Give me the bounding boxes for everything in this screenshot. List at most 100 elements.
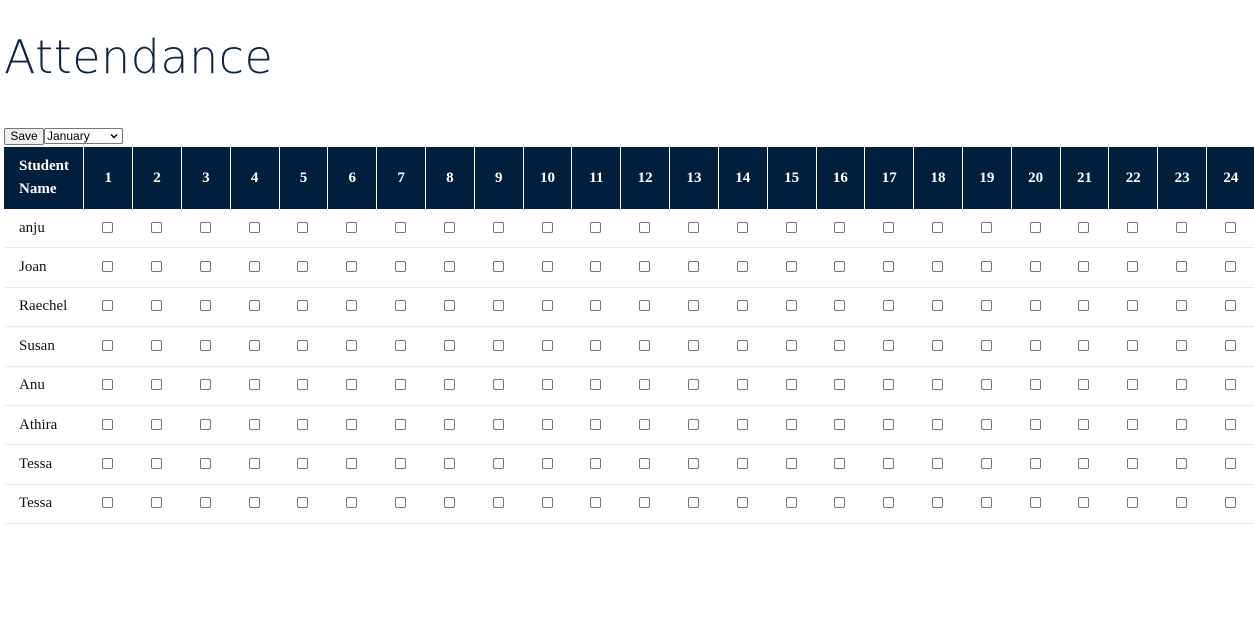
attendance-checkbox[interactable] — [785, 418, 797, 430]
attendance-checkbox[interactable] — [883, 418, 895, 430]
attendance-checkbox[interactable] — [199, 221, 211, 233]
attendance-checkbox[interactable] — [297, 300, 309, 312]
attendance-checkbox[interactable] — [395, 458, 407, 470]
attendance-checkbox[interactable] — [151, 261, 163, 273]
attendance-checkbox[interactable] — [883, 300, 895, 312]
attendance-checkbox[interactable] — [395, 418, 407, 430]
attendance-checkbox[interactable] — [151, 379, 163, 391]
attendance-checkbox[interactable] — [102, 300, 114, 312]
attendance-checkbox[interactable] — [1176, 261, 1188, 273]
attendance-checkbox[interactable] — [443, 497, 455, 509]
attendance-checkbox[interactable] — [199, 497, 211, 509]
attendance-checkbox[interactable] — [1078, 261, 1090, 273]
attendance-checkbox[interactable] — [492, 300, 504, 312]
attendance-checkbox[interactable] — [590, 497, 602, 509]
attendance-checkbox[interactable] — [1029, 339, 1041, 351]
attendance-checkbox[interactable] — [248, 458, 260, 470]
attendance-checkbox[interactable] — [541, 261, 553, 273]
attendance-checkbox[interactable] — [883, 339, 895, 351]
attendance-checkbox[interactable] — [1078, 339, 1090, 351]
attendance-checkbox[interactable] — [736, 497, 748, 509]
attendance-checkbox[interactable] — [639, 300, 651, 312]
attendance-checkbox[interactable] — [151, 221, 163, 233]
attendance-checkbox[interactable] — [492, 458, 504, 470]
attendance-checkbox[interactable] — [151, 339, 163, 351]
attendance-checkbox[interactable] — [785, 339, 797, 351]
attendance-checkbox[interactable] — [980, 379, 992, 391]
attendance-checkbox[interactable] — [395, 300, 407, 312]
attendance-checkbox[interactable] — [443, 379, 455, 391]
attendance-checkbox[interactable] — [248, 221, 260, 233]
attendance-checkbox[interactable] — [687, 300, 699, 312]
attendance-checkbox[interactable] — [346, 261, 358, 273]
attendance-checkbox[interactable] — [687, 261, 699, 273]
attendance-checkbox[interactable] — [1127, 261, 1139, 273]
attendance-checkbox[interactable] — [590, 458, 602, 470]
attendance-checkbox[interactable] — [395, 221, 407, 233]
attendance-checkbox[interactable] — [1176, 418, 1188, 430]
attendance-checkbox[interactable] — [1176, 379, 1188, 391]
attendance-checkbox[interactable] — [199, 379, 211, 391]
attendance-checkbox[interactable] — [687, 497, 699, 509]
attendance-checkbox[interactable] — [443, 300, 455, 312]
attendance-checkbox[interactable] — [346, 418, 358, 430]
month-select[interactable]: January — [44, 128, 123, 144]
attendance-checkbox[interactable] — [590, 418, 602, 430]
attendance-checkbox[interactable] — [785, 379, 797, 391]
attendance-checkbox[interactable] — [541, 300, 553, 312]
attendance-checkbox[interactable] — [785, 221, 797, 233]
attendance-checkbox[interactable] — [1176, 497, 1188, 509]
attendance-checkbox[interactable] — [932, 458, 944, 470]
attendance-checkbox[interactable] — [1078, 418, 1090, 430]
attendance-checkbox[interactable] — [541, 339, 553, 351]
attendance-checkbox[interactable] — [443, 261, 455, 273]
attendance-checkbox[interactable] — [834, 458, 846, 470]
attendance-checkbox[interactable] — [102, 261, 114, 273]
attendance-checkbox[interactable] — [1127, 300, 1139, 312]
attendance-checkbox[interactable] — [1224, 261, 1236, 273]
attendance-checkbox[interactable] — [1127, 418, 1139, 430]
attendance-checkbox[interactable] — [395, 339, 407, 351]
attendance-checkbox[interactable] — [834, 261, 846, 273]
attendance-checkbox[interactable] — [199, 300, 211, 312]
attendance-checkbox[interactable] — [1127, 379, 1139, 391]
attendance-checkbox[interactable] — [834, 379, 846, 391]
attendance-checkbox[interactable] — [1029, 221, 1041, 233]
attendance-checkbox[interactable] — [687, 379, 699, 391]
attendance-checkbox[interactable] — [1224, 497, 1236, 509]
attendance-checkbox[interactable] — [639, 418, 651, 430]
attendance-checkbox[interactable] — [443, 221, 455, 233]
save-button[interactable]: Save — [4, 127, 44, 145]
attendance-checkbox[interactable] — [297, 339, 309, 351]
attendance-checkbox[interactable] — [834, 300, 846, 312]
attendance-checkbox[interactable] — [199, 339, 211, 351]
attendance-checkbox[interactable] — [395, 497, 407, 509]
attendance-checkbox[interactable] — [687, 339, 699, 351]
attendance-checkbox[interactable] — [346, 300, 358, 312]
attendance-checkbox[interactable] — [346, 497, 358, 509]
attendance-checkbox[interactable] — [1127, 339, 1139, 351]
attendance-checkbox[interactable] — [541, 497, 553, 509]
attendance-checkbox[interactable] — [492, 221, 504, 233]
attendance-checkbox[interactable] — [980, 458, 992, 470]
attendance-checkbox[interactable] — [883, 497, 895, 509]
attendance-checkbox[interactable] — [1029, 300, 1041, 312]
attendance-checkbox[interactable] — [980, 300, 992, 312]
attendance-checkbox[interactable] — [1176, 458, 1188, 470]
attendance-checkbox[interactable] — [639, 458, 651, 470]
attendance-checkbox[interactable] — [248, 379, 260, 391]
attendance-checkbox[interactable] — [932, 261, 944, 273]
attendance-checkbox[interactable] — [1127, 221, 1139, 233]
attendance-checkbox[interactable] — [1127, 458, 1139, 470]
attendance-checkbox[interactable] — [199, 458, 211, 470]
attendance-checkbox[interactable] — [687, 418, 699, 430]
attendance-checkbox[interactable] — [590, 379, 602, 391]
attendance-checkbox[interactable] — [1224, 339, 1236, 351]
attendance-checkbox[interactable] — [1078, 221, 1090, 233]
attendance-checkbox[interactable] — [102, 339, 114, 351]
attendance-checkbox[interactable] — [151, 300, 163, 312]
attendance-checkbox[interactable] — [492, 418, 504, 430]
attendance-checkbox[interactable] — [736, 379, 748, 391]
attendance-checkbox[interactable] — [541, 379, 553, 391]
attendance-checkbox[interactable] — [932, 379, 944, 391]
